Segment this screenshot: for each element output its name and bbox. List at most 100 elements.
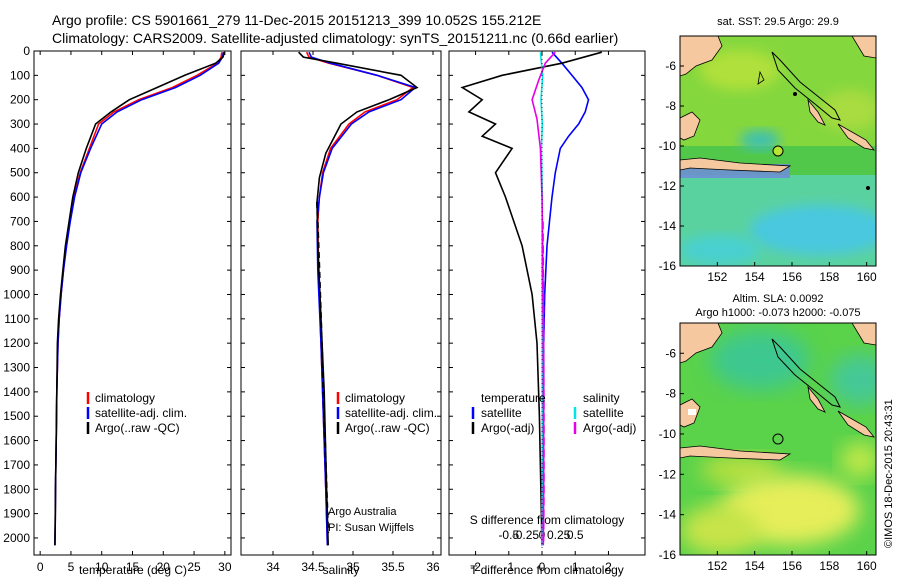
map-y-tick-label: -12 [659,179,677,193]
sst-map-title: sat. SST: 29.5 Argo: 29.9 [717,16,839,28]
y-tick-label: 2000 [3,531,30,545]
legend-label-climatology: climatology [345,391,405,405]
map-x-tick-label: 156 [782,270,802,284]
legend-label-climatology: climatology [95,391,155,405]
x-tick-label: -2 [470,560,481,574]
legend-label-argo: Argo(..raw -QC) [95,421,180,435]
y-tick-label: 1000 [3,287,30,301]
difference-plot-frame [448,50,646,556]
legend-label-s-argo: Argo(-adj) [583,421,636,435]
map-x-tick-label: 154 [745,270,765,284]
legend-label-satellite: satellite-adj. clim. [95,406,187,420]
y-tick-label: 500 [10,166,30,180]
header-line-2: Climatology: CARS2009. Satellite-adjuste… [52,30,618,46]
profile-lines [54,51,603,555]
sst-map-frame [679,35,877,267]
y-tick-label: 300 [10,117,30,131]
y-tick-label: 1400 [3,385,30,399]
x-tick-label: 10 [95,560,109,574]
y-tick-label: 600 [10,190,30,204]
y-tick-label: 1100 [4,312,30,326]
sst-argo-marker [772,145,784,157]
map-y-tick-label: -16 [659,259,677,273]
map-y-tick-label: -6 [665,59,676,73]
legend-label-t-satellite: satellite [481,406,522,420]
y-tick-label: 400 [10,141,30,155]
map-y-tick-label: -10 [659,139,677,153]
y-tick-label: 100 [10,68,30,82]
legend-label-s-satellite: satellite [583,406,624,420]
salinity-xlabel: salinity [323,563,360,577]
sla-map-title: Altim. SLA: 0.0092 [732,293,823,305]
sla-argo-marker [772,433,784,445]
temperature-xlabel: temperature (deg C) [79,563,187,577]
y-tick-label: 200 [10,93,30,107]
salinity-legend: climatology satellite-adj. clim. Argo(..… [328,391,437,534]
x-tick-label: 1 [572,560,579,574]
map-x-tick-label: 160 [857,559,877,573]
x-tick-label: 34 [266,560,280,574]
map-y-tick-label: -6 [665,346,676,360]
y-tick-label: 1500 [3,409,30,423]
map-y-tick-label: -10 [659,427,677,441]
y-tick-label: 1300 [3,361,30,375]
sst-map-field [680,36,876,266]
y-tick-label: 1800 [3,482,30,496]
legend-label-satellite: satellite-adj. clim. [345,406,437,420]
x-tick-label: -1 [503,560,514,574]
x-tick-label: 25 [187,560,201,574]
x-tick-label: 36 [426,560,440,574]
x-tick-label: 15 [126,560,140,574]
argo-australia-label: Argo Australia [328,506,397,518]
map-y-tick-label: -14 [659,508,677,522]
sla-map-frame [679,322,877,556]
x-tick-label: 5 [68,560,75,574]
salinity-plot-frame [240,50,442,556]
map-x-tick-label: 152 [707,270,727,284]
difference-legend: temperature salinity satellite Argo(-adj… [471,391,636,435]
pi-label: PI: Susan Wijffels [328,522,414,534]
map-x-tick-label: 158 [819,559,839,573]
sla-map-field [680,323,876,555]
map-y-tick-label: -14 [659,219,677,233]
y-tick-label: 1900 [3,507,30,521]
series-line-t-argo [460,51,603,546]
y-tick-label: 700 [10,214,30,228]
header-line-1: Argo profile: CS 5901661_279 11-Dec-2015… [52,12,541,28]
x-tick-label: 20 [157,560,171,574]
sla-map-ticks: 152 154 156 158 160 -6 -8 -10 -12 -14 -16 [659,346,877,573]
y-tick-label: 1200 [3,336,30,350]
x-tick-label: 30 [218,560,232,574]
s-tick-label: 0.25 [547,528,571,542]
x-tick-label: 0 [37,560,44,574]
legend-header-temperature: temperature [481,391,546,405]
x-tick-label: 0 [539,560,546,574]
sst-map-ticks: 152 154 156 158 160 -6 -8 -10 -12 -14 -16 [659,59,877,284]
x-tick-label: 35 [346,560,360,574]
y-tick-label: 1700 [3,458,30,472]
series-line-argo-raw-qc- [54,52,225,546]
y-tick-label: 0 [23,44,30,58]
map-y-tick-label: -8 [665,387,676,401]
legend-header-salinity: salinity [583,391,620,405]
difference-xlabel: T difference from climatology [470,563,624,577]
map-x-tick-label: 158 [819,270,839,284]
sla-map-subtitle: Argo h1000: -0.073 h2000: -0.075 [695,307,860,319]
s-tick-label: -0.5 [498,528,519,542]
s-tick-label: 0.5 [567,528,584,542]
x-tick-label: 35.5 [381,560,405,574]
map-x-tick-label: 160 [857,270,877,284]
x-tick-label: 2 [605,560,612,574]
x-tick-label: 34.5 [301,560,325,574]
map-x-tick-label: 156 [782,559,802,573]
y-tick-label: 800 [10,239,30,253]
axes-group: 0100200300400500600700800900100011001200… [3,44,645,574]
series-line-argo-dashed [316,201,330,534]
imos-timestamp: ©IMOS 18-Dec-2015 20:43:31 [883,399,895,548]
series-line-s-argo-dashed [541,221,545,543]
s-tick-label: -0.25 [512,528,540,542]
s-difference-xlabel: S difference from climatology [470,513,625,527]
temperature-legend: climatology satellite-adj. clim. Argo(..… [86,391,187,435]
y-tick-label: 900 [10,263,30,277]
